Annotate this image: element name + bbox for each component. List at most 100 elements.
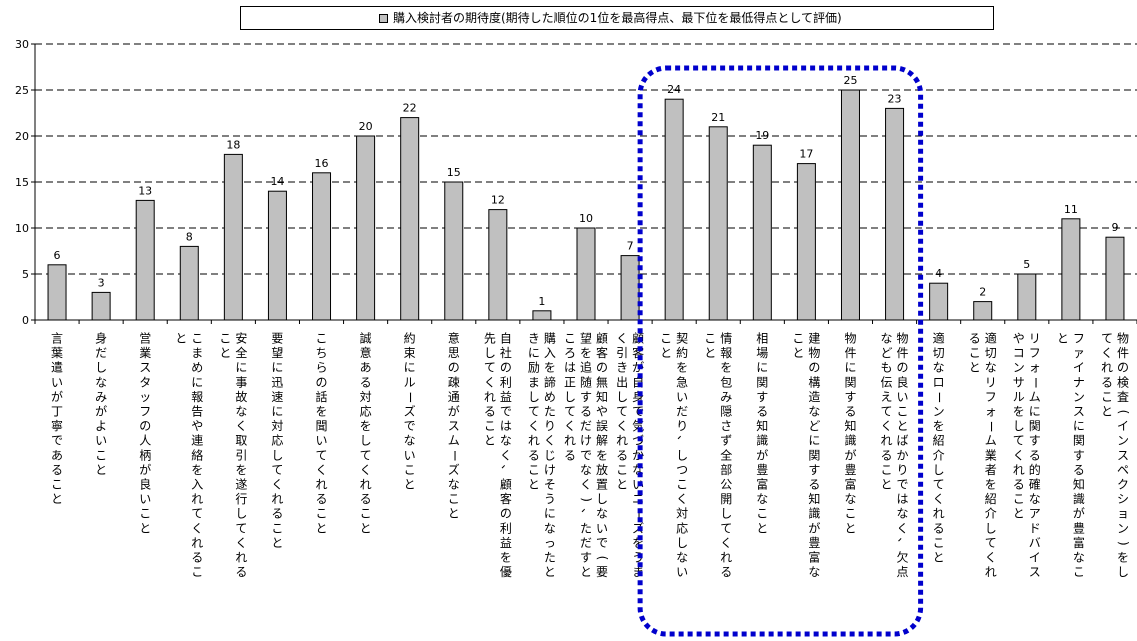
category-char: 豊: [1073, 521, 1085, 535]
category-char: さ: [720, 419, 732, 433]
category-char: え: [881, 390, 893, 404]
category-char: と: [484, 434, 496, 448]
category-char: 自: [500, 332, 512, 346]
category-char: を: [1117, 551, 1129, 565]
category-char: ): [1116, 541, 1130, 546]
category-char: 場: [756, 346, 768, 360]
category-char: 豊: [844, 463, 856, 477]
category-char: る: [564, 448, 576, 462]
category-char: と: [175, 332, 187, 346]
y-tick-label: 20: [15, 130, 29, 143]
category-char: を: [191, 463, 203, 477]
bar: [1017, 273, 1037, 321]
data-label: 9: [1111, 221, 1118, 234]
category-char: な: [985, 361, 997, 375]
category-char: だ: [580, 419, 592, 433]
category-char: 紹: [933, 434, 945, 448]
category-char: 査: [1117, 390, 1129, 404]
category-char: 欠: [897, 550, 909, 565]
category-char: リ: [1029, 332, 1041, 346]
category-char: ら: [316, 361, 328, 375]
category-char: し: [596, 492, 608, 506]
category-char: ー: [1028, 377, 1042, 389]
category-char: ス: [1117, 448, 1129, 462]
category-char: だ: [676, 405, 688, 419]
category-char: こ: [660, 332, 672, 346]
data-label: 20: [359, 120, 373, 133]
category-char: れ: [985, 565, 997, 579]
category-char: と: [528, 478, 540, 492]
category-char: と: [316, 521, 328, 535]
category-char: イ: [1073, 361, 1085, 375]
category-char: る: [969, 332, 981, 346]
category-char: し: [271, 448, 283, 462]
category-char: こ: [704, 332, 716, 346]
category-char: の: [897, 361, 909, 375]
category-char: タ: [139, 375, 151, 389]
category-char: 束: [404, 346, 416, 360]
category-char: な: [500, 434, 512, 448]
category-char: ー: [984, 421, 998, 433]
category-char: 随: [580, 374, 592, 389]
category-char: れ: [1013, 463, 1025, 477]
category-char: 要: [596, 565, 608, 579]
bar: [91, 291, 111, 321]
data-label: 14: [270, 175, 284, 188]
bar: [400, 117, 420, 321]
category-char: ン: [1073, 390, 1085, 404]
category-char: 行: [235, 492, 247, 506]
category-char: く: [1101, 346, 1113, 360]
category-char: て: [360, 448, 372, 462]
category-char: ム: [985, 434, 997, 448]
category-char: 望: [580, 332, 592, 346]
category-char: 対: [676, 507, 688, 521]
category-char: く: [564, 419, 576, 433]
category-char: 識: [844, 434, 856, 448]
bar: [356, 135, 376, 321]
data-label: 15: [447, 166, 461, 179]
category-char: と: [897, 419, 909, 433]
category-char: に: [404, 361, 416, 375]
bar: [1105, 236, 1125, 321]
category-char: る: [881, 448, 893, 462]
category-char: 誠: [360, 332, 372, 346]
category-char: に: [235, 361, 247, 375]
category-char: 客: [500, 491, 512, 506]
category-char: し: [484, 346, 496, 360]
category-char: の: [500, 507, 512, 521]
category-char: て: [316, 448, 328, 462]
category-char: 引: [235, 448, 247, 462]
category-char: 通: [448, 390, 460, 404]
category-char: れ: [191, 492, 203, 506]
category-char: な: [596, 507, 608, 521]
data-labels: 6313818141620221512110724211917252342511…: [54, 74, 1119, 308]
data-label: 22: [403, 102, 417, 115]
bar: [444, 181, 464, 321]
category-char: を: [676, 361, 688, 375]
category-char: な: [235, 405, 247, 419]
category-char: っ: [544, 536, 556, 550]
category-char: と: [616, 478, 628, 492]
category-char: も: [881, 361, 893, 375]
category-char: 介: [933, 448, 945, 462]
category-char: ョ: [1117, 507, 1129, 521]
category-char: ま: [528, 375, 540, 389]
category-char: 識: [1073, 492, 1085, 506]
category-char: ア: [1029, 507, 1041, 521]
category-char: ): [580, 497, 594, 502]
category-char: ー: [932, 391, 946, 403]
category-char: 情: [720, 332, 732, 346]
data-label: 12: [491, 194, 505, 207]
category-char: が: [1073, 506, 1085, 521]
category-char: に: [544, 507, 556, 521]
category-char: 対: [360, 390, 372, 404]
category-char: こ: [792, 332, 804, 346]
category-char: と: [1013, 507, 1025, 521]
category-char: と: [933, 551, 945, 565]
